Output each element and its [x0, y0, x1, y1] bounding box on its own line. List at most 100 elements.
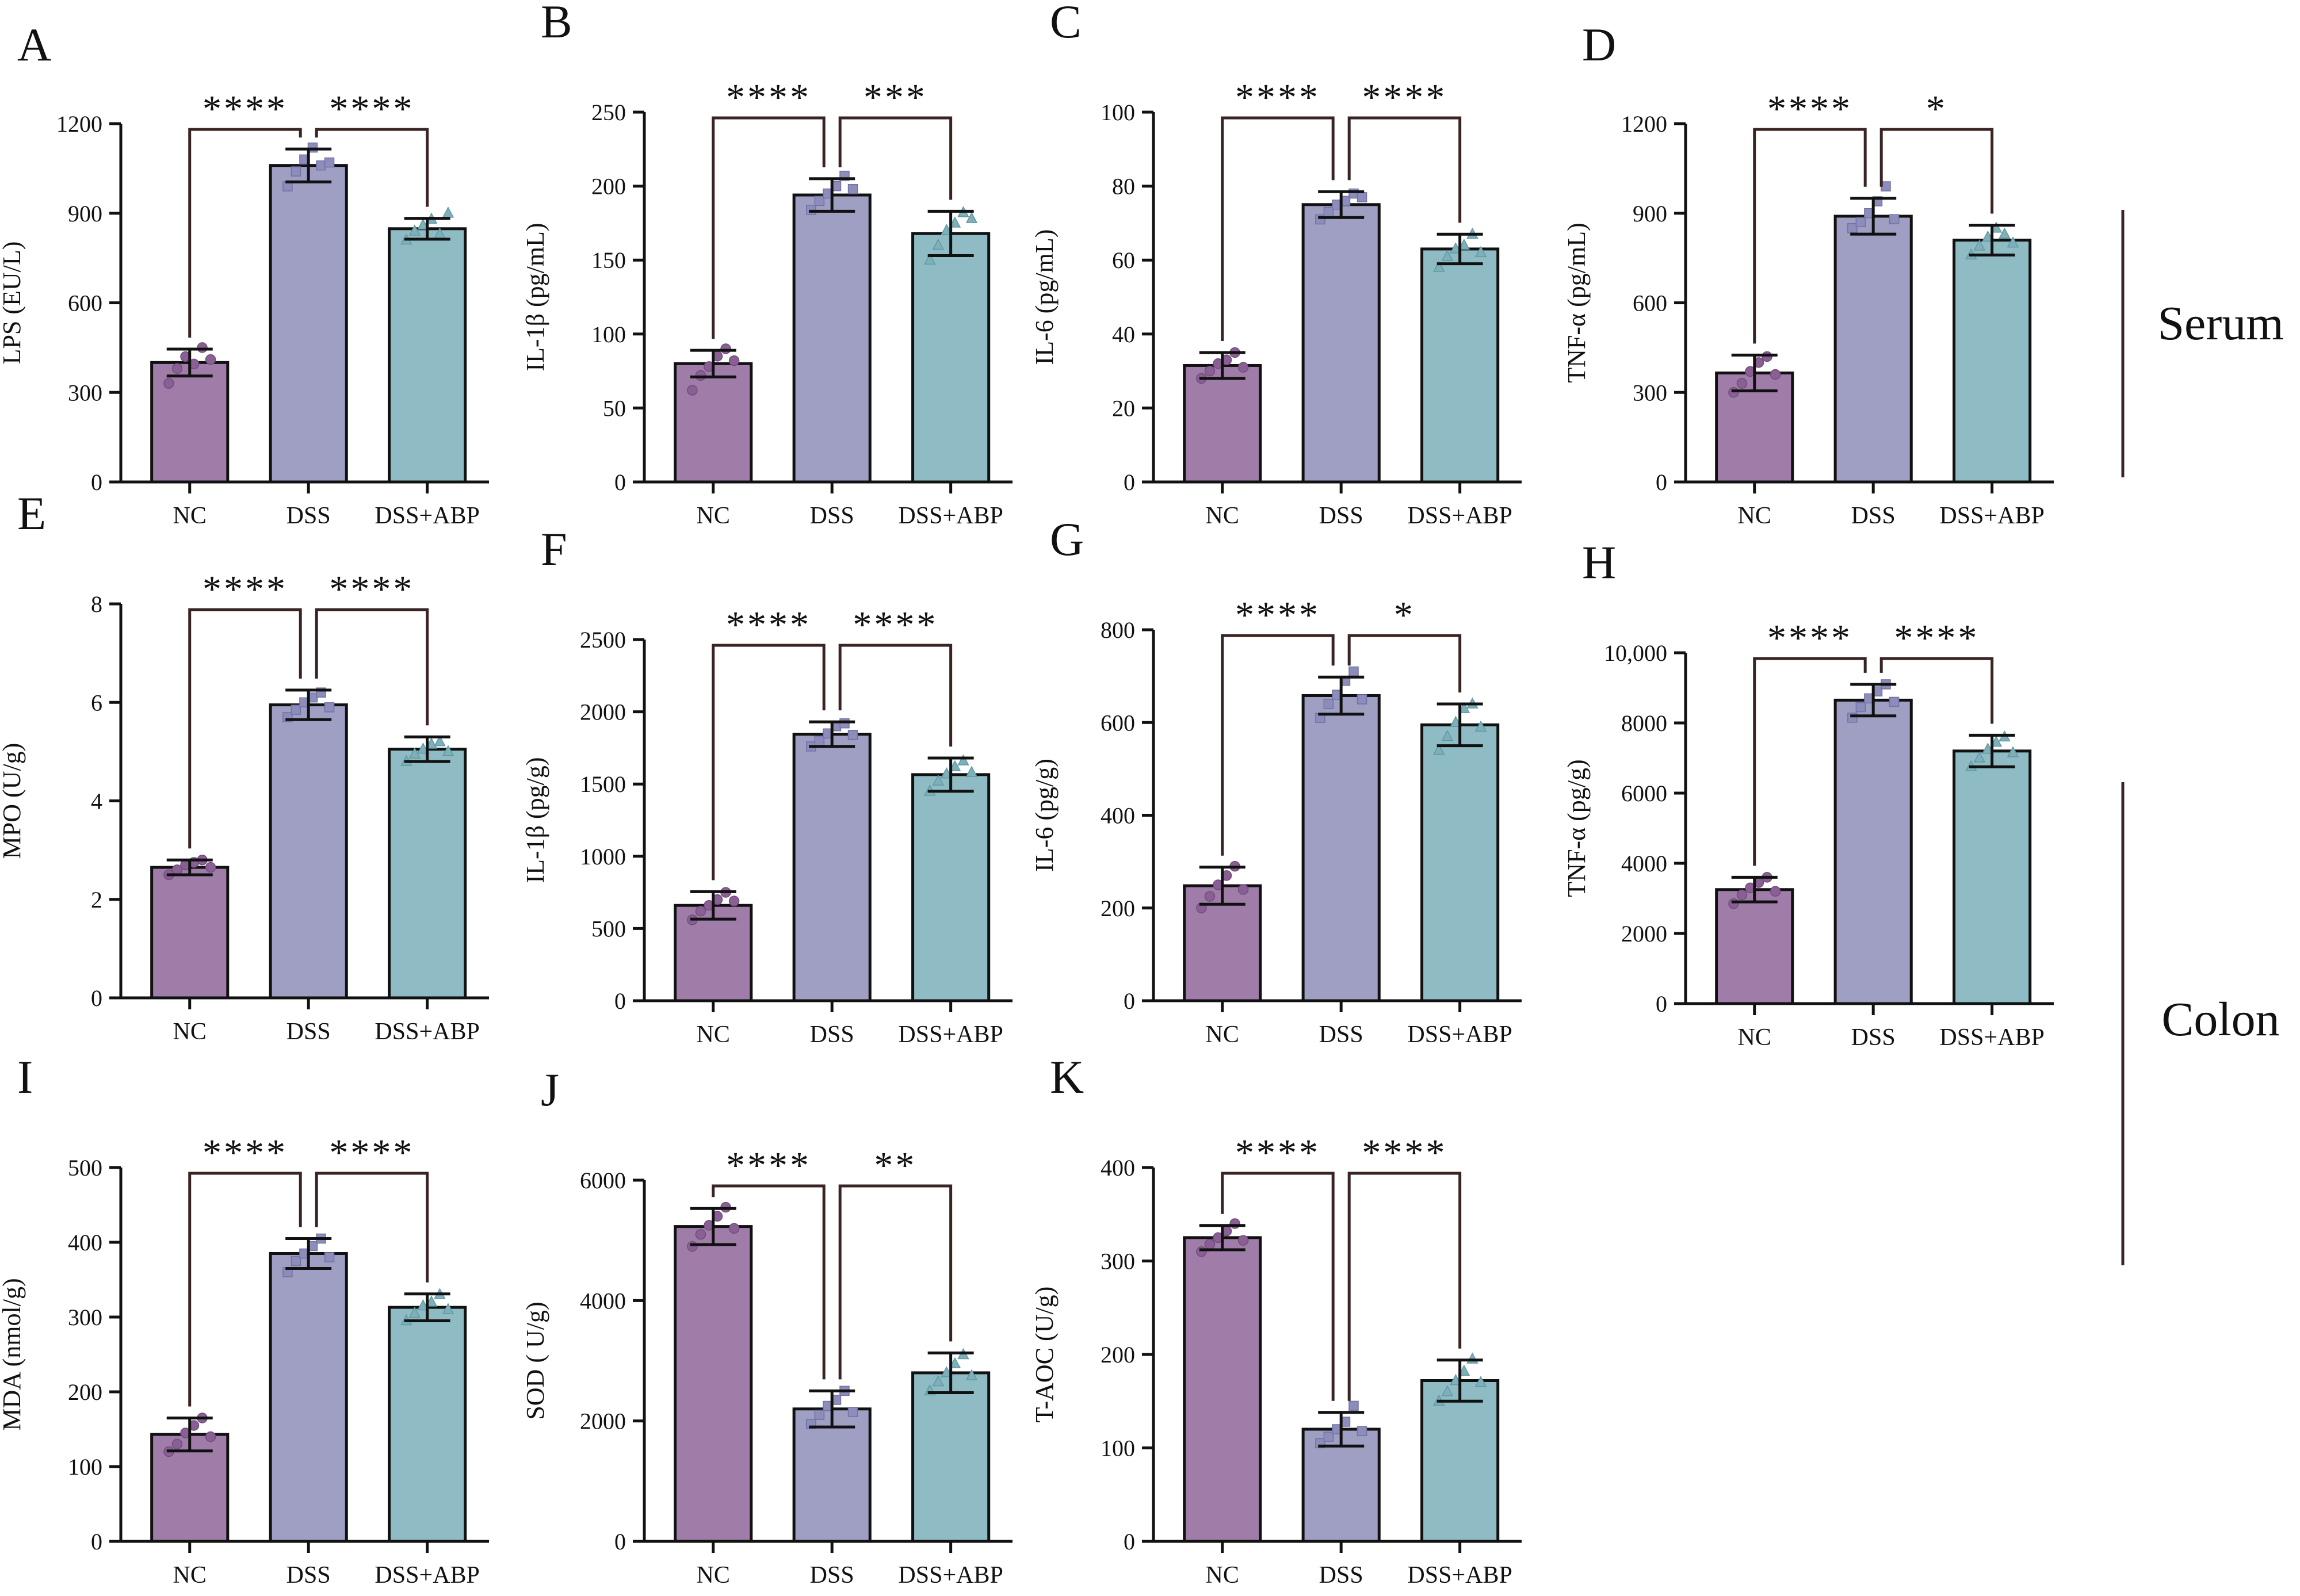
- panel-I-y-tick-label: 100: [68, 1454, 102, 1480]
- panel-J-point: [932, 1375, 945, 1387]
- panel-G-point: [1357, 694, 1367, 705]
- panel-D-y-tick-label: 0: [1656, 469, 1667, 495]
- panel-E-bar-DSS: [269, 703, 348, 1000]
- panel-B-y-tick-label: 100: [591, 322, 626, 347]
- panel-B-x-label: DSS+ABP: [898, 503, 1003, 529]
- panel-A-x-label: DSS: [286, 503, 331, 529]
- panel-G-point: [1237, 884, 1249, 895]
- panel-F-point: [728, 895, 740, 906]
- panel-A-y-axis-title: LPS (EU/L): [0, 242, 26, 365]
- panel-B-letter: B: [541, 0, 572, 48]
- panel-K-sig-label: ****: [1235, 1132, 1320, 1174]
- panel-I-x-label: DSS+ABP: [375, 1562, 479, 1589]
- panel-K-sig-label: ****: [1362, 1132, 1447, 1174]
- panel-H-sig-label: ****: [1767, 617, 1852, 659]
- panel-I-sig-bracket: [315, 1172, 429, 1283]
- panel-A-y-tick-label: 900: [68, 201, 102, 227]
- panel-F-y-tick-label: 1000: [580, 844, 626, 870]
- panel-J-x-label: DSS: [810, 1562, 854, 1589]
- panel-D: D 0 300 600 900 1200 TNF-α (pg/mL) NC DSS DSS+ABP…: [1562, 18, 2054, 529]
- panel-B-point: [924, 253, 936, 265]
- panel-J-point: [814, 1410, 825, 1420]
- panel-J-sig-label: **: [874, 1145, 916, 1187]
- panel-I-y-tick-label: 300: [68, 1304, 102, 1330]
- panel-G-y-tick-label: 200: [1101, 895, 1135, 921]
- panel-F: F 0 500 1000 1500 2000 2500 IL-1β (pg/g) NC DSS DS…: [521, 523, 1013, 1048]
- panel-K-point: [1229, 1218, 1240, 1229]
- panel-F-point: [957, 754, 969, 766]
- panel-D-point: [1889, 214, 1900, 224]
- panel-B-y-tick-label: 150: [591, 247, 626, 273]
- panel-H-sig-bracket: [1879, 657, 1994, 724]
- panel-J-y-tick-label: 0: [614, 1529, 626, 1555]
- panel-K-y-tick-label: 400: [1101, 1155, 1135, 1181]
- panel-D-y-axis-title: TNF-α (pg/mL): [1562, 223, 1591, 382]
- panel-A-point: [163, 378, 174, 389]
- panel-G-bar-DSS: [1301, 694, 1381, 1002]
- panel-I-x-label: NC: [173, 1562, 207, 1589]
- panel-G-sig-bracket: [1221, 634, 1335, 856]
- panel-G-x-label: DSS: [1319, 1021, 1363, 1048]
- panel-D-sig-bracket: [1879, 128, 1994, 214]
- panel-C-y-axis-title: IL-6 (pg/mL): [1030, 229, 1059, 365]
- panel-K-y-axis-title: T-AOC (U/g): [1030, 1287, 1059, 1423]
- panel-D-y-tick-label: 1200: [1621, 111, 1667, 137]
- panel-H-sig-label: ****: [1894, 617, 1979, 659]
- panel-D-point: [1999, 227, 2011, 239]
- panel-I-point: [205, 1431, 216, 1442]
- panel-I-x-label: DSS: [286, 1562, 331, 1589]
- panel-A-point: [205, 354, 216, 365]
- panel-H-point: [1847, 713, 1858, 723]
- panel-D-bar-DSS: [1833, 215, 1913, 484]
- panel-E-point: [442, 745, 454, 756]
- panel-C-y-tick-label: 0: [1124, 469, 1135, 495]
- panel-E-point: [408, 747, 421, 759]
- panel-C-bar-NC: [1183, 363, 1262, 484]
- panel-D-point: [1847, 223, 1858, 234]
- panel-D-sig-label: ****: [1767, 88, 1852, 130]
- panel-B-y-axis-title: IL-1β (pg/mL): [521, 223, 549, 371]
- panel-A-y-tick-label: 0: [91, 469, 102, 495]
- panel-D-point: [1762, 351, 1772, 362]
- panel-H-point: [1736, 889, 1748, 901]
- panel-E-x-label: NC: [173, 1019, 207, 1045]
- panel-B-point: [728, 355, 740, 366]
- panel-B-bar-DSS: [792, 193, 872, 484]
- panel-E-x-label: DSS: [286, 1019, 331, 1045]
- panel-I-y-tick-label: 200: [68, 1379, 102, 1405]
- panel-C-letter: C: [1050, 0, 1082, 48]
- panel-D-sig-bracket: [1753, 128, 1867, 344]
- panel-H-x-label: DSS+ABP: [1939, 1024, 2044, 1051]
- panel-B-sig-bracket: [712, 116, 826, 339]
- panel-I-sig-label: ****: [203, 1132, 288, 1174]
- panel-D-point: [1973, 239, 1986, 251]
- serum-side-label: Serum: [2157, 297, 2283, 350]
- panel-I-point: [425, 1295, 438, 1307]
- panel-C-point: [1237, 362, 1249, 373]
- panel-G-point: [1458, 702, 1470, 713]
- panel-B-point: [720, 343, 731, 354]
- panel-K-point: [1474, 1376, 1487, 1387]
- panel-A-bar-NC: [150, 361, 230, 484]
- panel-C-point: [1441, 250, 1454, 261]
- panel-K-point: [1357, 1426, 1367, 1436]
- panel-B-y-tick-label: 200: [591, 174, 626, 200]
- panel-B-point: [814, 196, 825, 206]
- panel-E-point: [291, 705, 301, 715]
- panel-E-y-tick-label: 6: [91, 690, 102, 715]
- panel-G-point: [1348, 666, 1359, 677]
- panel-D-point: [1990, 221, 2003, 233]
- panel-E-y-axis-title: MPO (U/g): [0, 743, 26, 859]
- panel-D-x-label: NC: [1738, 503, 1771, 529]
- panel-K-sig-bracket: [1347, 1172, 1462, 1401]
- panel-G-point: [1450, 715, 1462, 727]
- panel-B: B 0 50 100 150 200 250 IL-1β (pg/mL) NC DSS DSS+AB…: [521, 0, 1013, 529]
- panel-D-point: [2007, 236, 2019, 248]
- panel-H-bar-DSS+ABP: [1953, 749, 2032, 1005]
- panel-K-x-label: DSS: [1319, 1562, 1363, 1589]
- panel-F-y-tick-label: 0: [614, 988, 626, 1014]
- panel-E-point: [434, 735, 446, 747]
- panel-D-y-tick-label: 600: [1633, 290, 1667, 316]
